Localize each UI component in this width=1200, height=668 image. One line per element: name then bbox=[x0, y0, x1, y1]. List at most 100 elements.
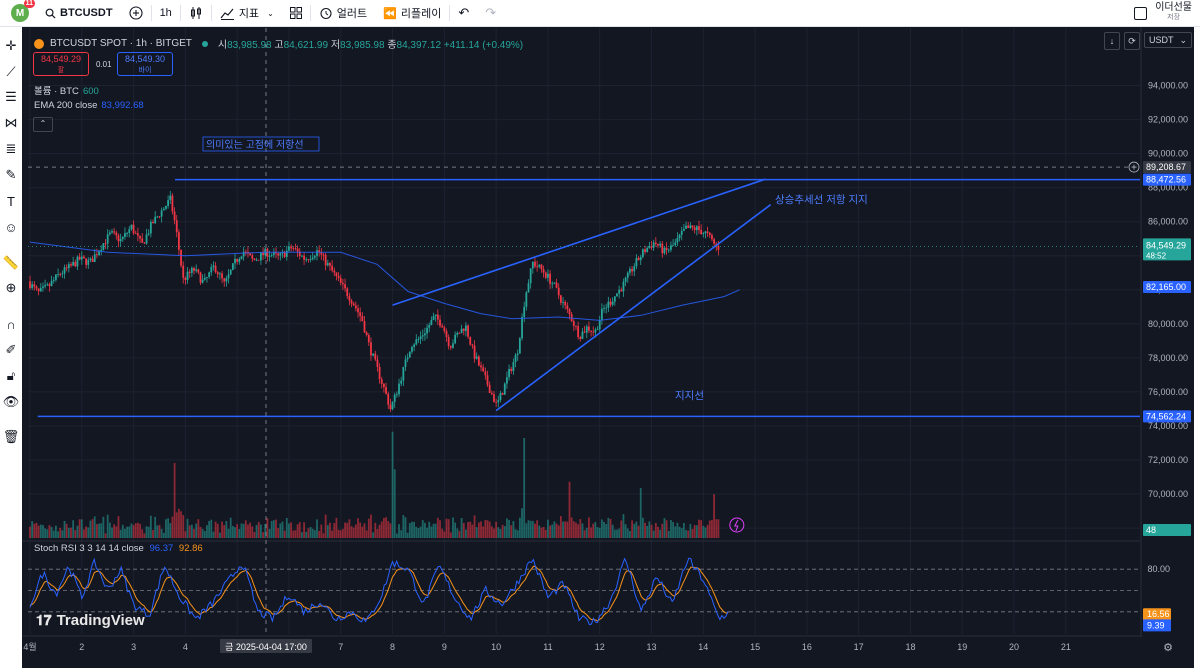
volume-bar bbox=[555, 523, 558, 538]
candle-body bbox=[326, 263, 329, 266]
volume-bar bbox=[685, 530, 687, 538]
crosshair-tool-icon[interactable]: ✛ bbox=[5, 38, 17, 53]
reset-chart-button[interactable]: ⟳ bbox=[1124, 32, 1140, 50]
candle-body bbox=[359, 312, 362, 316]
candle-body bbox=[126, 232, 129, 234]
compare-button[interactable] bbox=[121, 0, 151, 26]
buy-button[interactable]: 84,549.30 바이 bbox=[117, 52, 173, 76]
volume-bar bbox=[268, 528, 271, 538]
candle-body bbox=[93, 254, 96, 262]
volume-bar bbox=[124, 528, 126, 538]
volume-bar bbox=[639, 488, 642, 538]
volume-bar bbox=[89, 520, 92, 538]
candle-body bbox=[562, 302, 564, 303]
volume-bars bbox=[29, 431, 745, 538]
volume-bar bbox=[333, 523, 336, 538]
volume-bar bbox=[311, 528, 314, 538]
indicators-icon bbox=[220, 8, 234, 20]
search-icon bbox=[45, 8, 56, 19]
candle-body bbox=[54, 274, 57, 280]
candle-body bbox=[452, 343, 454, 348]
zoom-tool-icon[interactable]: ⊕ bbox=[5, 280, 17, 295]
volume-bar bbox=[417, 528, 420, 538]
candle-body bbox=[221, 273, 223, 279]
rsi-value-tag bbox=[1143, 619, 1171, 632]
candle-body bbox=[283, 252, 286, 257]
candle-body bbox=[635, 258, 638, 267]
redo-button[interactable]: ↷ bbox=[477, 0, 504, 26]
volume-bar bbox=[139, 523, 141, 538]
volume-bar bbox=[564, 521, 567, 538]
replay-button[interactable]: ⏪ 리플레이 bbox=[375, 0, 449, 26]
candle-body bbox=[128, 229, 131, 233]
avatar-button[interactable]: M 11 bbox=[0, 0, 37, 26]
emoji-tool-icon[interactable]: ☺ bbox=[4, 219, 18, 235]
collapse-legend-button[interactable]: ⌃ bbox=[33, 117, 53, 132]
volume-bar bbox=[408, 522, 411, 538]
time-tick-label: 3 bbox=[131, 642, 136, 652]
candle-body bbox=[400, 380, 403, 384]
time-axis[interactable]: 4월 2 3 4 7 8 9 10 11 12 13 14 15 16 17 18 19 20 21 금 2025-0… bbox=[22, 637, 1173, 668]
price-axis[interactable]: 68,000.0070,000.0072,000.0074,000.0076,0… bbox=[1128, 27, 1194, 668]
candle-body bbox=[523, 306, 526, 317]
eye-icon[interactable]: 👁︎ bbox=[2, 394, 20, 409]
layout-name-button[interactable]: 이더선물 저장 bbox=[1126, 0, 1200, 26]
layouts-button[interactable] bbox=[282, 0, 310, 26]
candle-body bbox=[395, 394, 398, 396]
indicators-button[interactable]: 지표 ⌄ bbox=[212, 0, 282, 26]
volume-bar bbox=[495, 521, 498, 538]
volume-bar bbox=[661, 523, 664, 538]
volume-bar bbox=[559, 516, 562, 538]
candle-body bbox=[298, 251, 301, 256]
chart-type-button[interactable] bbox=[181, 0, 211, 26]
candle-body bbox=[242, 251, 245, 257]
lock-icon[interactable]: 🔓︎ bbox=[6, 368, 16, 383]
lock-drawing-tool-icon[interactable]: ✐ bbox=[5, 342, 17, 357]
ema-legend[interactable]: EMA 200 close 83,992.68 bbox=[34, 100, 144, 111]
trash-icon[interactable]: 🗑︎ bbox=[2, 429, 20, 444]
volume-bar bbox=[616, 529, 618, 538]
volume-bar bbox=[432, 523, 435, 538]
trendline-tool-icon[interactable]: ⟋ bbox=[6, 64, 16, 79]
candle-body bbox=[80, 256, 83, 260]
text-tool-icon[interactable]: T bbox=[7, 193, 15, 209]
horizontal-lines-tool-icon[interactable]: ☰ bbox=[5, 89, 17, 104]
symbol-search-button[interactable]: BTCUSDT bbox=[37, 0, 121, 26]
volume-bar bbox=[108, 522, 111, 538]
candle-body bbox=[501, 393, 504, 395]
volume-bar bbox=[113, 524, 116, 538]
candle-body bbox=[275, 252, 277, 254]
ruler-tool-icon[interactable]: 📏 bbox=[2, 255, 20, 270]
volume-bar bbox=[506, 518, 508, 538]
interval-button[interactable]: 1h bbox=[152, 0, 180, 26]
volume-bar bbox=[50, 526, 53, 538]
currency-select[interactable]: USDT ⌄ bbox=[1144, 32, 1192, 48]
volume-bar bbox=[521, 508, 523, 538]
candle-body bbox=[106, 234, 109, 244]
brush-tool-icon[interactable]: ✎ bbox=[5, 167, 17, 182]
volume-bar bbox=[603, 521, 605, 538]
alert-button[interactable]: 얼러트 bbox=[311, 0, 375, 26]
volume-bar bbox=[59, 527, 62, 538]
magnet-tool-icon[interactable]: ∩ bbox=[6, 316, 16, 332]
volume-legend[interactable]: 볼륨 · BTC 600 bbox=[34, 83, 99, 97]
candle-body bbox=[365, 332, 368, 335]
volume-bar bbox=[212, 531, 215, 538]
candle-body bbox=[590, 330, 592, 332]
candle-body bbox=[294, 248, 297, 250]
resistance-annotation: 의미있는 고점에 저항선 bbox=[206, 139, 304, 151]
candle-body bbox=[147, 233, 150, 235]
stoch-rsi-legend[interactable]: Stoch RSI 3 3 14 14 close 96.37 92.86 bbox=[34, 543, 203, 554]
scroll-to-latest-button[interactable]: ↓ bbox=[1104, 32, 1120, 50]
undo-button[interactable]: ↶ bbox=[450, 0, 477, 26]
volume-bar bbox=[402, 515, 405, 538]
sell-button[interactable]: 84,549.29 팔 bbox=[33, 52, 89, 76]
fib-tool-icon[interactable]: ≣ bbox=[5, 141, 17, 156]
volume-bar bbox=[361, 526, 364, 538]
settings-icon: ⚙ bbox=[1163, 641, 1173, 654]
candle-body bbox=[152, 221, 154, 224]
close-label: 종 bbox=[387, 40, 397, 51]
pattern-tool-icon[interactable]: ⋈ bbox=[4, 115, 18, 130]
